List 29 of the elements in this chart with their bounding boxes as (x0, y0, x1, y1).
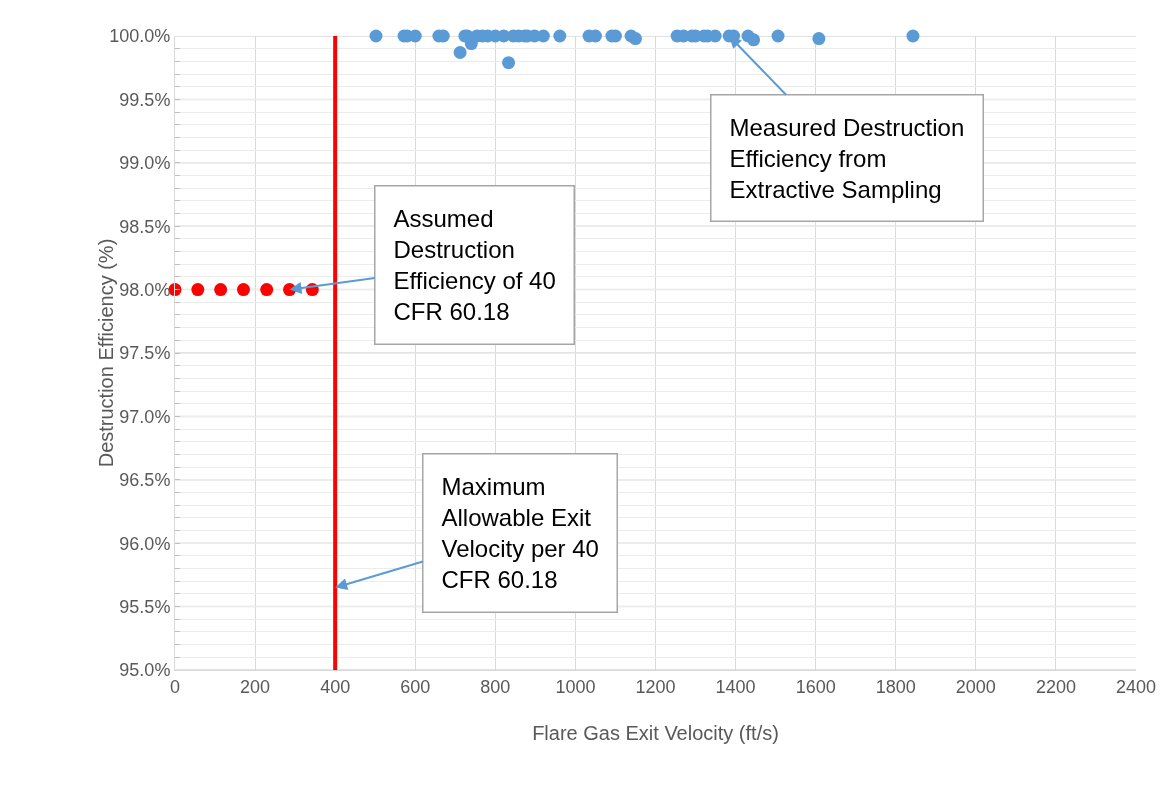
y-tick-label: 95.0% (119, 660, 171, 681)
y-tick-label: 99.0% (119, 153, 171, 174)
x-tick-label: 2000 (955, 676, 996, 697)
y-tick-label: 95.5% (119, 596, 171, 617)
x-tick-label: 1000 (555, 676, 596, 697)
y-tick-label: 97.5% (119, 343, 171, 364)
y-tick-label: 98.5% (119, 216, 171, 237)
y-tick-label: 97.0% (119, 406, 171, 427)
x-axis-title: Flare Gas Exit Velocity (ft/s) (532, 722, 779, 744)
x-tick-label: 1400 (715, 676, 756, 697)
y-axis-title: Destruction Efficiency (%) (95, 238, 118, 468)
y-tick-label: 96.0% (119, 533, 171, 554)
x-tick-label: 1800 (875, 676, 916, 697)
annotation: Assumed Destruction Efficiency of 40 CFR 60.18 (393, 204, 556, 326)
x-tick-label: 800 (480, 676, 511, 697)
x-tick-label: 2200 (1035, 676, 1076, 697)
y-tick-label: 98.0% (119, 279, 171, 300)
annotation: Measured Destruction Efficiency from Extractive Sampling (729, 113, 965, 203)
y-tick-label: 99.5% (119, 89, 171, 110)
x-tick-label: 1200 (635, 676, 676, 697)
y-tick-label: 96.5% (119, 470, 171, 491)
x-tick-label: 1600 (795, 676, 836, 697)
x-tick-label: 2400 (1115, 676, 1157, 697)
y-tick-label: 100.0% (109, 26, 171, 47)
annotation: Maximum Allowable Exit Velocity per 40 CFR 60.18 (441, 472, 599, 594)
x-tick-label: 400 (320, 676, 351, 697)
x-tick-label: 200 (240, 676, 271, 697)
x-tick-label: 0 (169, 676, 181, 697)
x-tick-label: 600 (400, 676, 431, 697)
